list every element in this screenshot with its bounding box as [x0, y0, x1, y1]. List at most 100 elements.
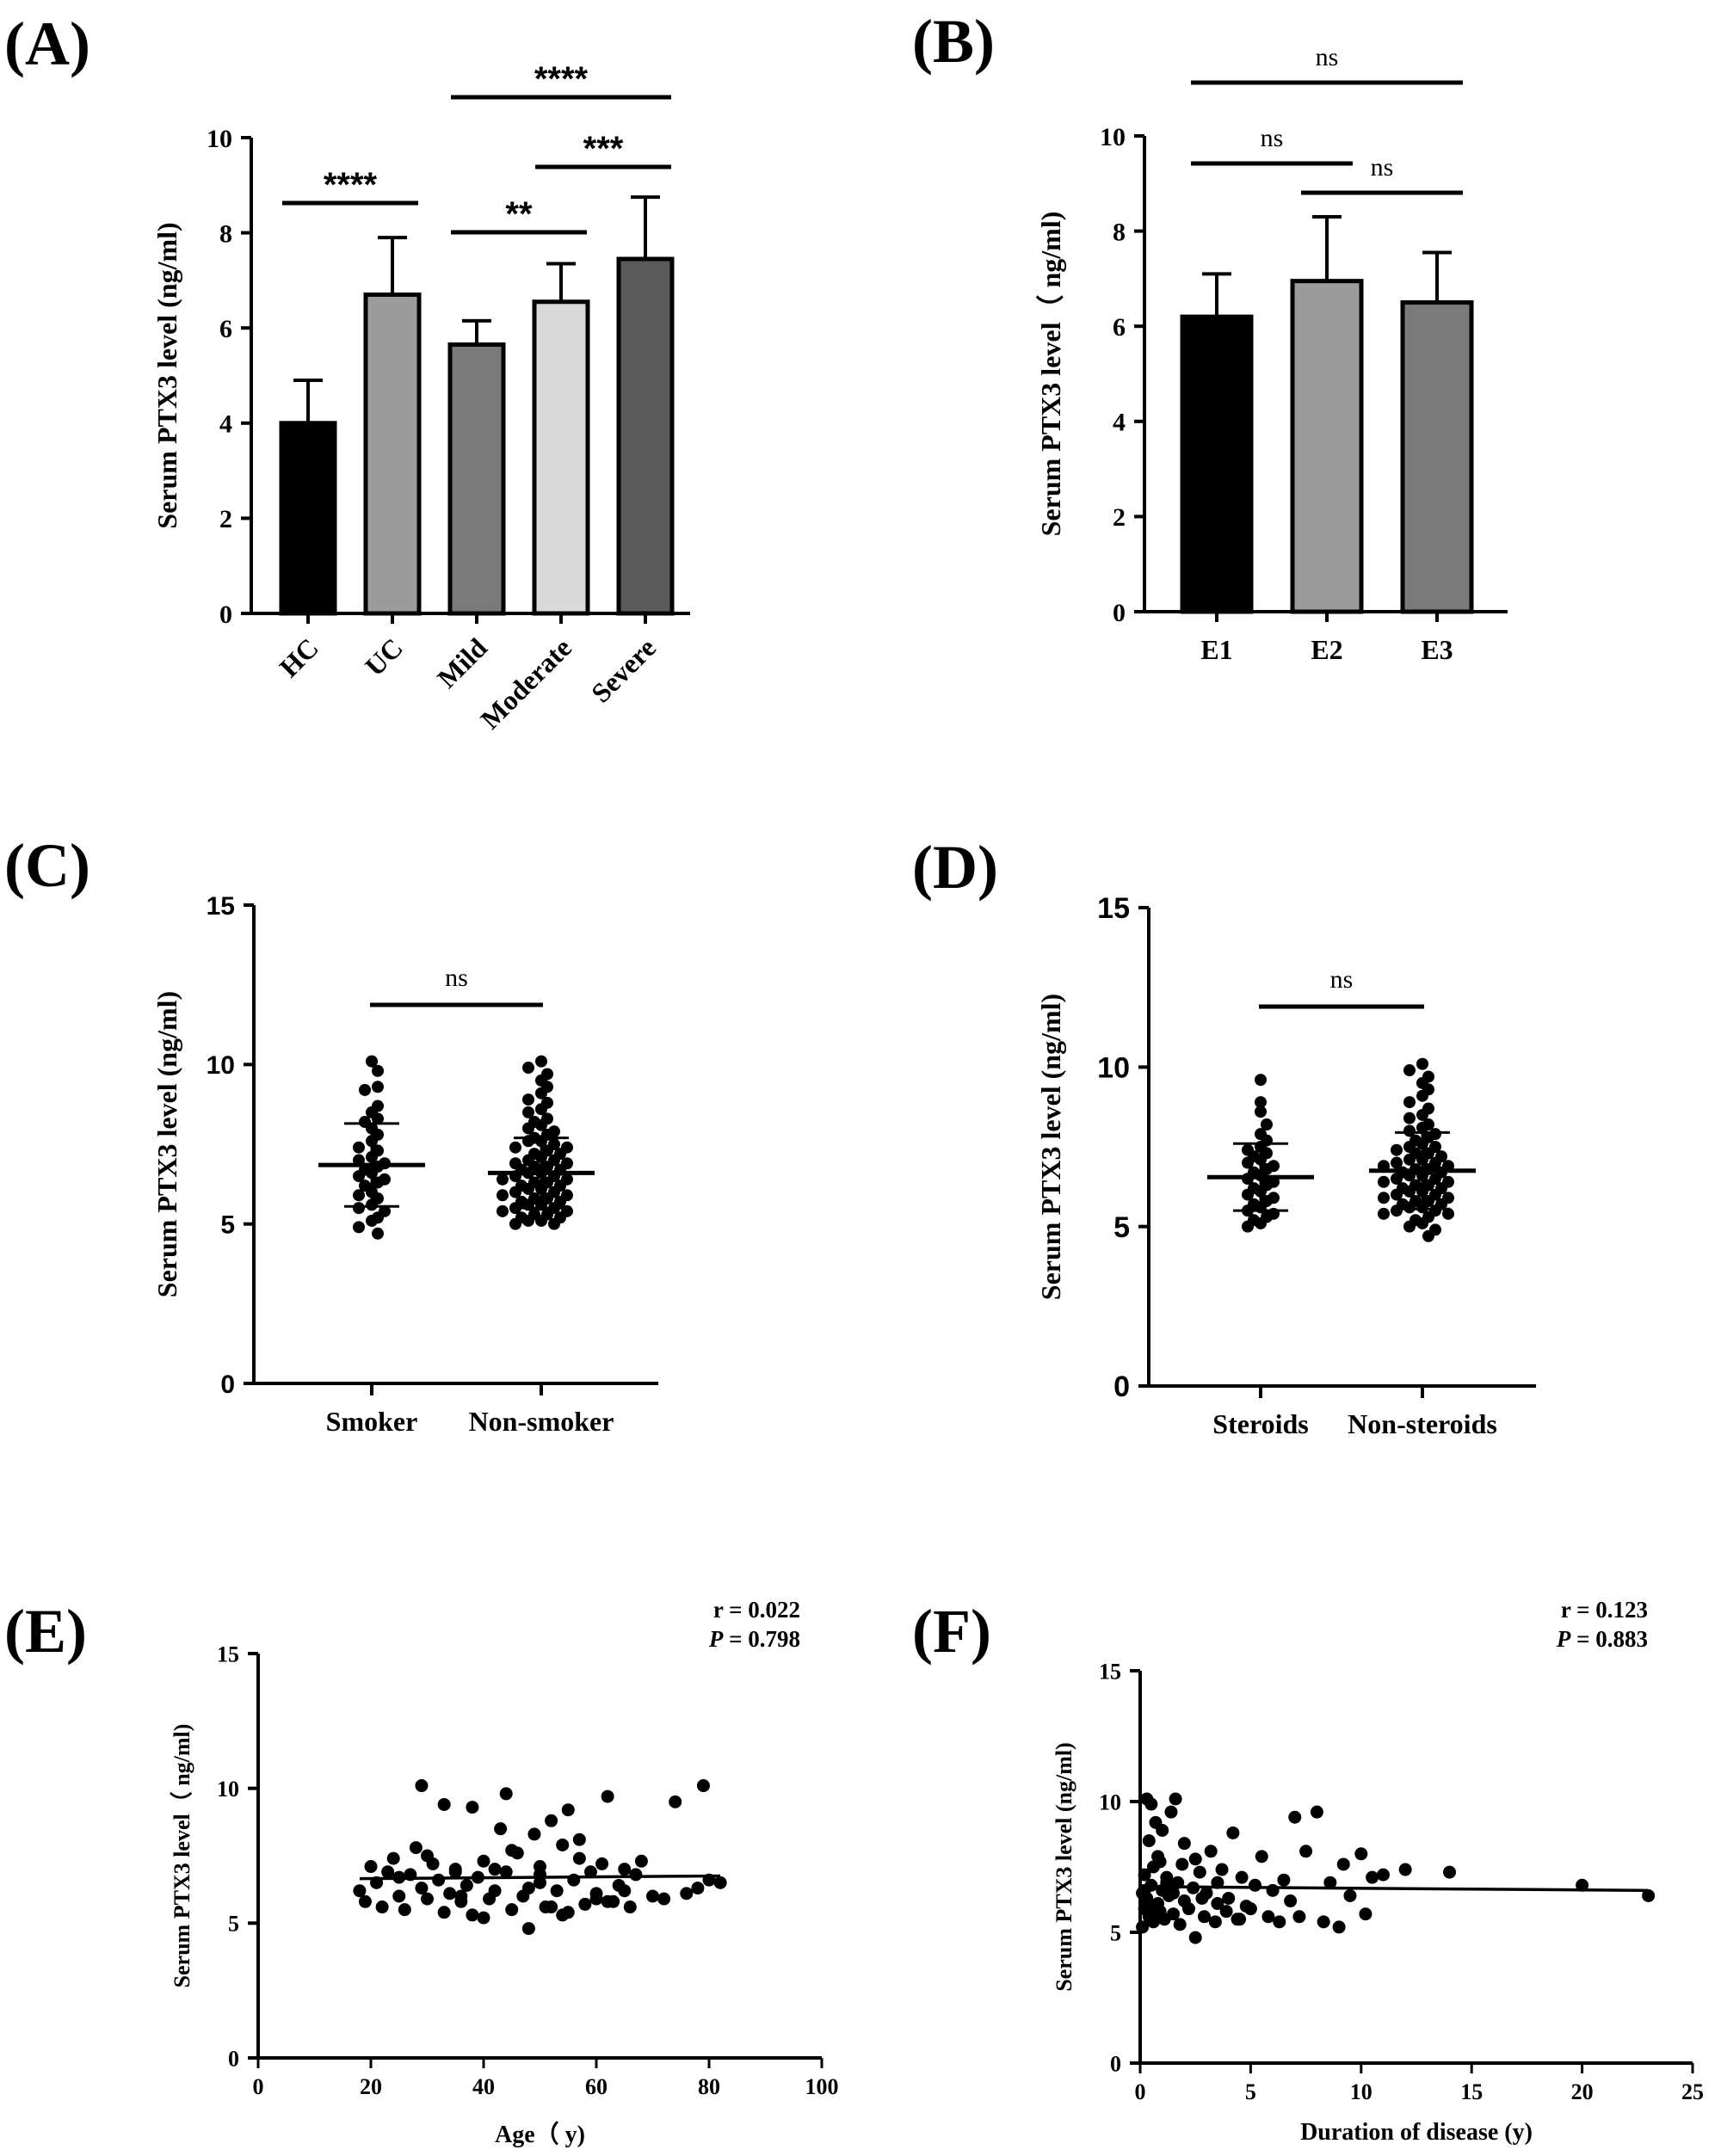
data-point [618, 1884, 632, 1898]
data-point [572, 1851, 586, 1865]
data-point [1391, 1173, 1403, 1186]
y-tick-label: 0 [1113, 599, 1126, 627]
data-point [561, 1906, 575, 1919]
data-point [535, 1103, 547, 1116]
data-point [1249, 1878, 1262, 1892]
data-point [1255, 1850, 1268, 1863]
data-point [509, 1141, 521, 1154]
data-point [509, 1217, 521, 1230]
data-point [1403, 1185, 1416, 1198]
x-tick-label: 80 [698, 2074, 720, 2099]
data-point [1416, 1089, 1428, 1102]
data-point [1343, 1888, 1357, 1902]
data-point [1255, 1106, 1267, 1118]
data-point [1142, 1834, 1156, 1848]
bar [1400, 300, 1474, 614]
data-point [696, 1779, 710, 1793]
data-point [1359, 1907, 1372, 1921]
data-point [359, 1083, 371, 1096]
significance-label: **** [324, 166, 378, 204]
data-point [1366, 1870, 1379, 1884]
x-tick-label: E2 [1311, 634, 1342, 665]
x-axis-label: Age（ y) [495, 2120, 585, 2148]
x-tick-label: 25 [1681, 2079, 1704, 2104]
data-point [1391, 1156, 1403, 1169]
data-point [1215, 1863, 1229, 1876]
data-point [545, 1814, 558, 1827]
data-point [1443, 1865, 1457, 1879]
y-tick-label: 15 [217, 1642, 239, 1666]
y-tick-label: 4 [219, 410, 232, 439]
data-point [353, 1170, 365, 1183]
panel-a: (A) 0 2 4 6 8 10 Serum PTX3 level (ng/ml) HC UC Mi… [4, 9, 690, 735]
data-point [1398, 1863, 1412, 1876]
y-tick-label: 5 [228, 1912, 239, 1937]
data-point [578, 1897, 592, 1911]
data-point [460, 1878, 473, 1892]
bar [1290, 279, 1364, 614]
data-point [1277, 1873, 1291, 1887]
data-point [353, 1221, 365, 1234]
y-tick-label: 8 [219, 219, 232, 248]
data-point [1284, 1894, 1298, 1908]
data-point [353, 1189, 365, 1202]
x-tick-label: 0 [253, 2074, 264, 2099]
data-point [1310, 1805, 1323, 1819]
stat-r: r = 0.022 [713, 1597, 800, 1623]
data-point [1642, 1888, 1656, 1902]
stat-p-value: = 0.883 [1570, 1626, 1648, 1652]
significance-label: ns [1330, 965, 1354, 994]
data-point [366, 1055, 378, 1068]
data-point [1323, 1876, 1337, 1889]
data-point [545, 1900, 558, 1914]
data-point [1243, 1902, 1257, 1916]
data-point [561, 1803, 575, 1817]
data-point [409, 1841, 423, 1855]
y-tick-label: 10 [1100, 123, 1126, 151]
data-point [1354, 1847, 1368, 1861]
data-point [497, 1189, 509, 1202]
data-point [499, 1787, 513, 1801]
panel-label: (E) [4, 1597, 87, 1666]
data-point [505, 1903, 519, 1917]
data-point [680, 1887, 694, 1900]
data-point [567, 1873, 581, 1887]
data-point [1208, 1915, 1222, 1929]
data-point [366, 1214, 378, 1227]
panel-f: (F) 0 5 10 15 Serum PTX3 level (ng/ml) 0 5 10 15 2… [912, 1597, 1704, 2146]
data-point [437, 1906, 451, 1919]
data-point [372, 1227, 384, 1240]
data-point [522, 1214, 534, 1227]
data-point [466, 1801, 479, 1814]
x-tick-label: Non-smoker [469, 1406, 614, 1437]
panel-label: (B) [912, 7, 995, 76]
data-point [535, 1087, 547, 1100]
data-point [1193, 1865, 1206, 1879]
data-point [392, 1889, 406, 1903]
data-point [1188, 1931, 1202, 1944]
panel-b: (B) 0 2 4 6 8 10 Serum PTX3 level（ ng/ml) E1 E2 E3… [912, 7, 1508, 665]
y-tick-label: 15 [1097, 892, 1130, 925]
data-point [1175, 1857, 1189, 1871]
data-point [1273, 1915, 1286, 1929]
panel-d: (D) 0 5 10 15 Serum PTX3 level (ng/ml) Steroid… [912, 833, 1536, 1439]
data-point [1416, 1121, 1428, 1134]
y-tick-label: 2 [1113, 503, 1126, 532]
data-point [421, 1849, 434, 1863]
data-point [629, 1868, 643, 1882]
data-point [1442, 1207, 1454, 1220]
y-tick-label: 0 [1110, 2051, 1121, 2076]
x-tick-label: HC [274, 631, 324, 682]
x-tick-label: 20 [1571, 2079, 1594, 2104]
data-point [466, 1908, 479, 1922]
data-point [618, 1863, 632, 1876]
y-axis-label: Serum PTX3 level (ng/ml) [151, 991, 182, 1297]
data-point [522, 1182, 534, 1195]
stat-p-value: = 0.798 [723, 1626, 800, 1652]
data-point [535, 1118, 547, 1131]
significance-label: ** [505, 195, 533, 233]
data-point [1195, 1891, 1209, 1905]
data-point [1255, 1217, 1267, 1229]
x-tick-label: Moderate [474, 631, 577, 735]
